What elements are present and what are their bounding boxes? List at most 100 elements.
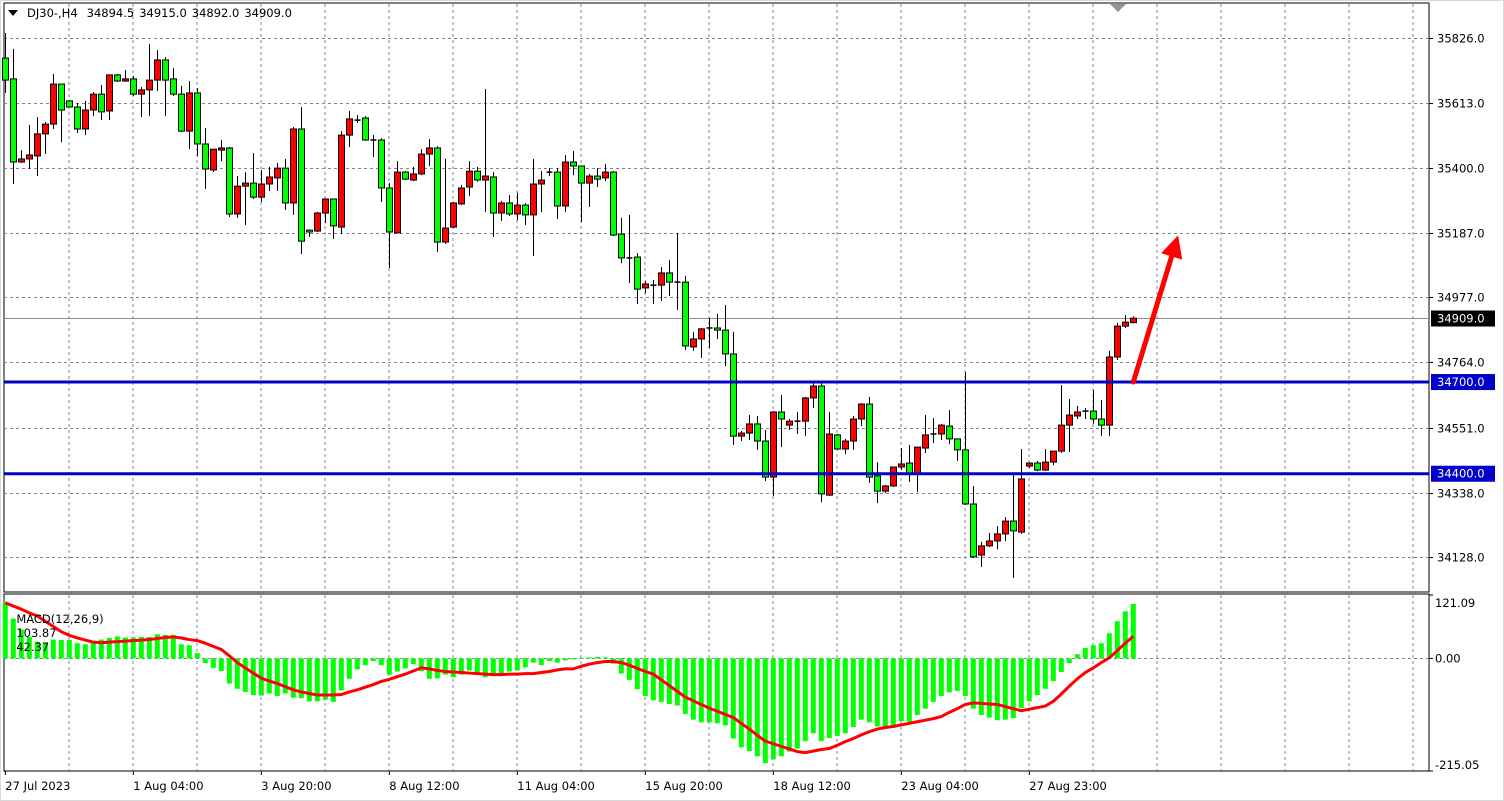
candle-body [850, 418, 857, 442]
candle [130, 76, 137, 96]
candle [778, 394, 785, 448]
dropdown-triangle-icon[interactable] [8, 10, 18, 16]
macd-histogram-bar [98, 639, 104, 659]
candle [122, 70, 129, 82]
macd-histogram-bar [298, 658, 304, 699]
candle-body [186, 92, 193, 132]
candle-body [394, 171, 401, 234]
candle-body [922, 434, 929, 449]
time-axis-label: 8 Aug 12:00 [389, 779, 459, 793]
candle [1042, 448, 1049, 471]
time-axis-label: 11 Aug 04:00 [517, 779, 595, 793]
candle [818, 382, 825, 503]
time-axis-label: 15 Aug 20:00 [645, 779, 723, 793]
macd-histogram-bar [418, 658, 424, 671]
macd-histogram-bar [1010, 658, 1016, 719]
macd-header: MACD(12,26,9) 103.87 42.37 [9, 598, 103, 654]
price-axis-label: 34764.0 [1437, 356, 1485, 370]
candle-body [610, 171, 617, 236]
candle [650, 279, 657, 305]
candle-body [386, 187, 393, 233]
macd-histogram-bar [1026, 658, 1032, 702]
candle-body [602, 171, 609, 179]
candle [714, 313, 721, 339]
candle [1058, 385, 1065, 453]
candle [290, 127, 297, 215]
macd-histogram-bar [890, 658, 896, 726]
macd-histogram-bar [370, 658, 376, 662]
candle [338, 131, 345, 235]
macd-histogram-bar [202, 658, 208, 664]
candle-body [1130, 317, 1137, 324]
candle-body [530, 183, 537, 216]
candle [658, 267, 665, 302]
macd-histogram-bar [594, 656, 600, 659]
candle [138, 87, 145, 118]
candle-body [810, 385, 817, 399]
macd-histogram-bar [1122, 611, 1128, 659]
candle-body [762, 440, 769, 478]
macd-histogram-bar [50, 639, 56, 659]
candle [402, 171, 409, 181]
candle-body [1002, 520, 1009, 535]
candle-body [362, 117, 369, 141]
macd-histogram-bar [466, 658, 472, 671]
candle [890, 466, 897, 487]
candle [1050, 450, 1057, 466]
candle-body [402, 171, 409, 180]
candle-body [106, 74, 113, 112]
candle-body [178, 93, 185, 132]
macd-histogram-bar [522, 658, 528, 668]
candle-body [314, 212, 321, 232]
macd-histogram-bar [42, 643, 48, 659]
candle-body [738, 432, 745, 437]
candle [682, 275, 689, 350]
candle [210, 148, 217, 173]
macd-histogram-bar [170, 634, 176, 659]
macd-histogram-bar [482, 658, 488, 678]
candle [482, 88, 489, 213]
candle [2, 33, 9, 93]
candle-body [642, 283, 649, 289]
candle [258, 169, 265, 203]
candle [378, 138, 385, 203]
candle-body [98, 93, 105, 113]
candle [162, 57, 169, 117]
macd-signal-value: 42.37 [16, 640, 50, 654]
candle [506, 195, 513, 217]
time-axis-label: 23 Aug 04:00 [901, 779, 979, 793]
macd-histogram-bar [914, 658, 920, 715]
candle-body [842, 440, 849, 450]
candle [810, 382, 817, 409]
candle-body [498, 202, 505, 214]
candle-body [170, 78, 177, 95]
ohlc-low: 34892.0 [191, 6, 240, 20]
candle-body [754, 423, 761, 442]
candle [466, 161, 473, 196]
candle-body [986, 540, 993, 547]
candle-body [42, 123, 49, 135]
candle-body [258, 183, 265, 198]
candle-body [882, 485, 889, 492]
candle-body [418, 153, 425, 175]
candle [826, 411, 833, 497]
macd-histogram-bar [530, 658, 536, 663]
candle [1122, 315, 1129, 328]
candle-body [114, 74, 121, 82]
candle [50, 73, 57, 129]
macd-histogram-bar [1058, 658, 1064, 673]
candle [370, 135, 377, 158]
macd-histogram-bar [986, 658, 992, 718]
candle [1082, 408, 1089, 420]
candle [386, 183, 393, 269]
macd-histogram-bar [794, 658, 800, 749]
candle [866, 397, 873, 483]
macd-histogram-bar [314, 658, 320, 702]
candle-body [722, 329, 729, 355]
price-axis-label: 35613.0 [1437, 97, 1485, 111]
candle [706, 317, 713, 349]
macd-histogram-bar [706, 658, 712, 723]
time-axis-label: 27 Jul 2023 [5, 779, 70, 793]
arrow-shaft [1130, 253, 1175, 385]
